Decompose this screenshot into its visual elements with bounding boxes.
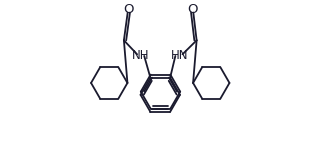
- Text: HN: HN: [170, 49, 188, 62]
- Text: O: O: [187, 3, 198, 16]
- Text: O: O: [123, 3, 134, 16]
- Text: NH: NH: [132, 49, 149, 62]
